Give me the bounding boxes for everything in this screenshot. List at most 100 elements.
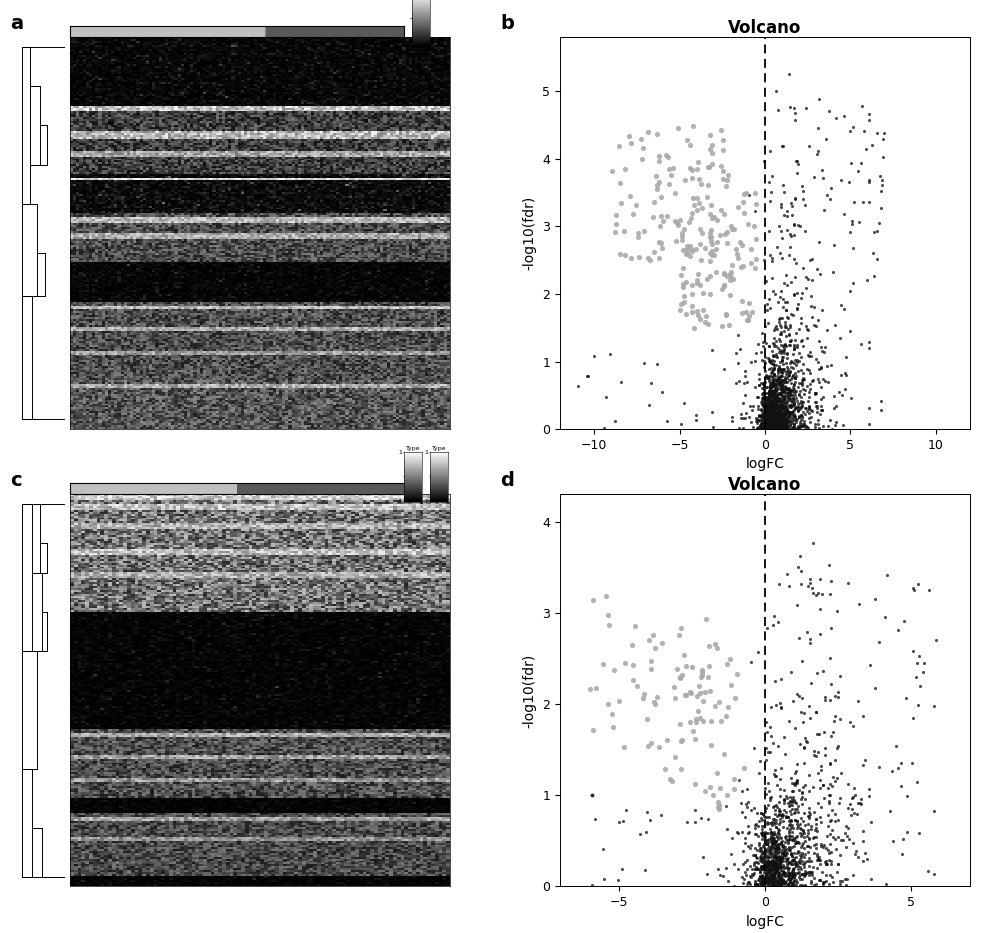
- Point: [774, 353, 790, 368]
- Point: [788, 856, 804, 871]
- Point: [801, 363, 817, 378]
- Point: [781, 366, 797, 381]
- Point: [764, 419, 780, 434]
- Point: [629, 679, 645, 694]
- Point: [801, 138, 817, 153]
- Point: [793, 363, 809, 378]
- Point: [763, 394, 779, 409]
- Point: [700, 177, 716, 192]
- Point: [781, 823, 797, 838]
- Point: [808, 704, 824, 719]
- Point: [611, 138, 627, 153]
- Point: [797, 731, 813, 746]
- Point: [774, 873, 790, 888]
- Point: [723, 218, 739, 233]
- Point: [744, 304, 760, 319]
- Point: [763, 366, 779, 381]
- Point: [771, 406, 787, 421]
- Point: [774, 397, 790, 412]
- Point: [761, 397, 777, 412]
- Point: [768, 833, 784, 848]
- Point: [764, 836, 780, 851]
- Point: [773, 859, 789, 874]
- Point: [787, 370, 803, 385]
- Point: [787, 387, 803, 402]
- Point: [765, 858, 781, 873]
- Point: [753, 876, 769, 891]
- Point: [772, 311, 788, 326]
- Point: [760, 418, 776, 433]
- Point: [580, 369, 596, 383]
- Point: [791, 375, 807, 390]
- Point: [759, 849, 775, 864]
- Point: [812, 773, 828, 787]
- Point: [767, 877, 783, 892]
- Point: [691, 678, 707, 693]
- Point: [761, 413, 777, 428]
- Point: [783, 856, 799, 871]
- Point: [832, 847, 848, 862]
- Point: [777, 418, 793, 433]
- Point: [755, 873, 771, 888]
- Point: [759, 836, 775, 851]
- Point: [865, 245, 881, 260]
- Point: [785, 832, 801, 847]
- Point: [805, 536, 821, 550]
- Point: [773, 402, 789, 417]
- Point: [841, 831, 857, 846]
- Point: [796, 805, 812, 820]
- Point: [842, 797, 858, 812]
- Point: [816, 838, 832, 853]
- Point: [760, 872, 776, 887]
- Point: [771, 827, 787, 842]
- Point: [780, 384, 796, 399]
- Point: [772, 872, 788, 887]
- Point: [758, 854, 774, 869]
- Point: [780, 408, 796, 423]
- Point: [837, 826, 853, 841]
- Point: [762, 403, 778, 418]
- Point: [823, 854, 839, 869]
- Point: [787, 191, 803, 206]
- Point: [769, 875, 785, 890]
- Point: [690, 703, 706, 718]
- Point: [795, 395, 811, 410]
- Point: [617, 656, 633, 671]
- Point: [768, 412, 784, 427]
- Point: [794, 837, 810, 852]
- Point: [799, 330, 815, 345]
- Point: [884, 764, 900, 779]
- Point: [778, 402, 794, 417]
- Point: [774, 412, 790, 427]
- Point: [797, 400, 813, 415]
- Point: [751, 835, 767, 850]
- Point: [797, 223, 813, 238]
- Point: [796, 826, 812, 841]
- Point: [708, 264, 724, 279]
- X-axis label: logFC: logFC: [746, 457, 784, 471]
- Point: [773, 842, 789, 857]
- Point: [755, 829, 771, 843]
- Point: [795, 780, 811, 795]
- Point: [785, 346, 801, 361]
- Point: [768, 388, 784, 403]
- Point: [635, 691, 651, 706]
- Point: [802, 839, 818, 854]
- Point: [760, 389, 776, 404]
- Point: [767, 378, 783, 393]
- Point: [770, 414, 786, 429]
- Point: [694, 201, 710, 216]
- Point: [771, 345, 787, 360]
- Point: [818, 841, 834, 856]
- Point: [759, 410, 775, 425]
- Point: [754, 413, 770, 428]
- Point: [766, 608, 782, 623]
- Point: [796, 416, 812, 431]
- Point: [764, 391, 780, 406]
- Point: [791, 865, 807, 880]
- Point: [767, 415, 783, 430]
- Point: [763, 386, 779, 401]
- Point: [758, 406, 774, 421]
- Point: [776, 802, 792, 817]
- Point: [760, 841, 776, 856]
